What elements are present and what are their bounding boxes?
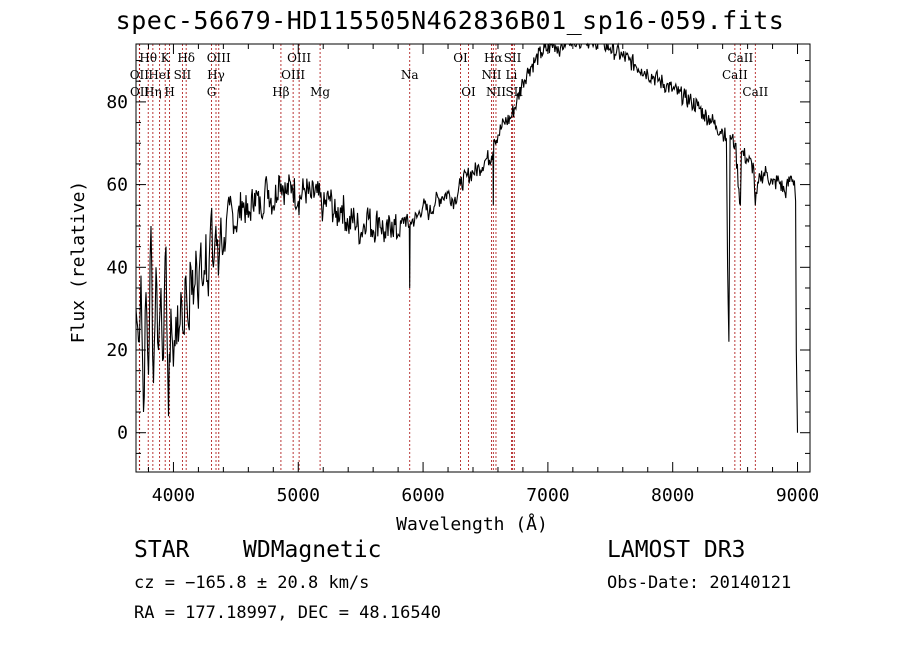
feature-label: OIII <box>281 68 305 82</box>
y-tick-label: 60 <box>106 175 128 196</box>
x-tick-label: 7000 <box>526 485 569 506</box>
flux-series-line <box>135 42 799 433</box>
y-tick-label: 80 <box>106 92 128 113</box>
x-axis-label: Wavelength (Å) <box>396 513 548 535</box>
feature-label: CaII <box>727 51 753 65</box>
y-axis: 0 20 40 60 80 <box>106 60 810 454</box>
x-axis: 4000 5000 6000 7000 8000 9000 <box>147 44 819 506</box>
y-axis-label: Flux (relative) <box>68 181 89 344</box>
feature-label: SII <box>174 68 192 82</box>
x-tick-label: 4000 <box>152 485 195 506</box>
feature-label: SII <box>504 51 522 65</box>
plot-frame <box>135 43 811 473</box>
observation-date: Obs-Date: 20140121 <box>607 573 792 593</box>
chart-title: spec-56679-HD115505N462836B01_sp16-059.f… <box>115 6 785 35</box>
feature-label: Hη <box>144 85 162 99</box>
x-tick-label: 5000 <box>277 485 320 506</box>
object-class: STAR <box>134 537 190 563</box>
survey-name: LAMOST DR3 <box>607 537 746 563</box>
feature-label: Na <box>401 68 419 82</box>
x-tick-label: 8000 <box>651 485 694 506</box>
feature-label: OII <box>130 85 150 99</box>
feature-label: CaII <box>722 68 748 82</box>
y-tick-label: 0 <box>117 423 128 444</box>
feature-label: Hγ <box>207 68 225 82</box>
feature-label: OII <box>130 68 150 82</box>
feature-label: NII <box>481 68 501 82</box>
feature-label: OI <box>453 51 468 65</box>
feature-label: Li <box>506 68 518 82</box>
feature-label: OIII <box>287 51 311 65</box>
feature-label: Hα <box>484 51 503 65</box>
coordinates: RA = 177.18997, DEC = 48.16540 <box>134 603 442 623</box>
feature-label: K <box>161 51 171 65</box>
feature-label: CaII <box>742 85 768 99</box>
feature-label: H <box>164 85 174 99</box>
y-tick-label: 40 <box>106 257 128 278</box>
redshift-velocity: cz = −165.8 ± 20.8 km/s <box>134 573 370 593</box>
feature-label: Hβ <box>272 85 289 99</box>
y-tick-label: 20 <box>106 340 128 361</box>
feature-label: Mg <box>310 85 330 99</box>
feature-label: Hθ <box>139 51 157 65</box>
feature-label: HeI <box>148 68 171 82</box>
x-tick-label: 9000 <box>776 485 819 506</box>
feature-lines <box>138 44 756 472</box>
feature-label: NII <box>486 85 506 99</box>
feature-label: Hδ <box>177 51 195 65</box>
x-tick-label: 6000 <box>401 485 444 506</box>
feature-label: G <box>207 85 217 99</box>
feature-label: OI <box>461 85 476 99</box>
feature-label: OIII <box>207 51 231 65</box>
object-subclass: WDMagnetic <box>243 537 382 563</box>
